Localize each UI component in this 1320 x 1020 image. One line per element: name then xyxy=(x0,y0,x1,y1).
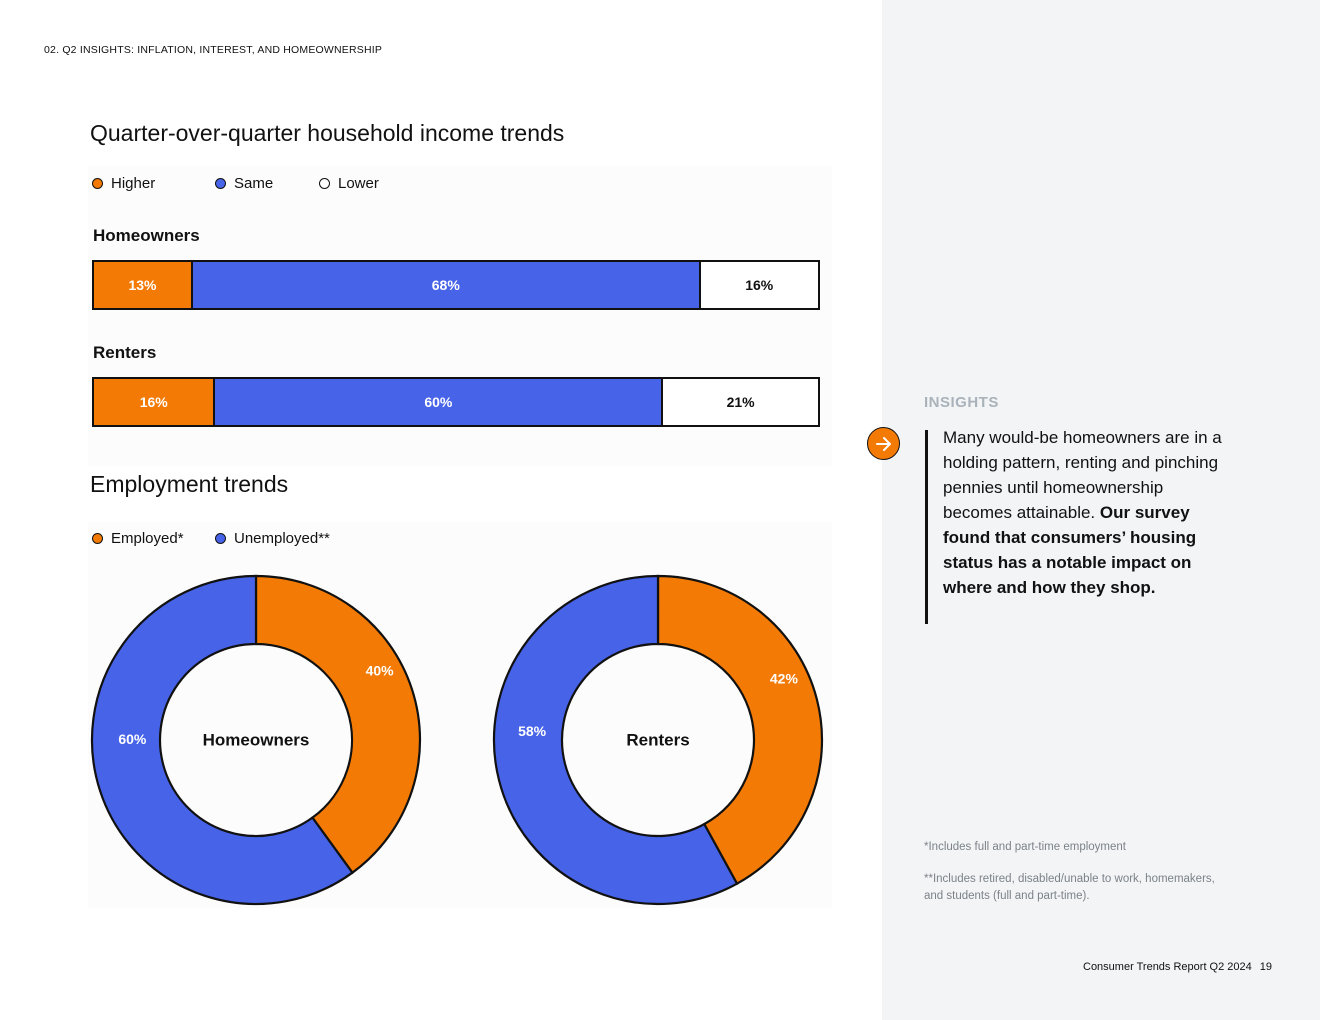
employment-chart-title: Employment trends xyxy=(90,471,289,497)
bar-segment-lower: 16% xyxy=(698,262,818,308)
insights-heading: INSIGHTS xyxy=(924,394,999,411)
legend-item-unemployed: Unemployed** xyxy=(215,530,330,547)
insights-sidebar xyxy=(882,0,1320,1020)
insight-rule xyxy=(925,430,928,624)
orange-dot-icon xyxy=(92,533,103,544)
donut-label-employed: 42% xyxy=(770,670,799,686)
page-footer: Consumer Trends Report Q2 2024 19 xyxy=(1083,961,1272,973)
bar-segment-higher: 16% xyxy=(94,379,214,425)
arrow-right-icon xyxy=(867,427,900,460)
section-header: 02. Q2 INSIGHTS: INFLATION, INTEREST, AN… xyxy=(44,44,383,56)
employment-legend: Employed* Unemployed** xyxy=(92,530,330,547)
insight-emphasis: Our survey found that consumers’ housing… xyxy=(943,503,1197,597)
legend-item-lower: Lower xyxy=(319,175,379,192)
bar-segment-higher: 13% xyxy=(94,262,192,308)
bar-segment-lower: 21% xyxy=(661,379,818,425)
insight-text: Many would-be homeowners are in a holdin… xyxy=(943,425,1223,600)
bar-segment-same: 68% xyxy=(191,262,699,308)
donut-slice-unemployed xyxy=(492,574,739,906)
stacked-bar-renters: 16% 60% 21% xyxy=(92,377,820,427)
donut-label-unemployed: 60% xyxy=(118,731,147,747)
stacked-bar-homeowners: 13% 68% 16% xyxy=(92,260,820,310)
insight-body: Many would-be homeowners are in a holdin… xyxy=(943,428,1222,522)
legend-label: Lower xyxy=(338,175,379,192)
donut-slice-employed xyxy=(656,574,824,886)
donut-charts: 40% 60% Homeowners 42% 58% Renters xyxy=(90,574,824,906)
blue-dot-icon xyxy=(215,178,226,189)
white-dot-icon xyxy=(319,178,330,189)
donut-renters: 42% 58% Renters xyxy=(492,574,824,906)
income-legend: Higher Same Lower xyxy=(92,175,379,192)
donut-slice-unemployed xyxy=(90,574,354,906)
legend-label: Unemployed** xyxy=(234,530,330,547)
legend-item-higher: Higher xyxy=(92,175,215,192)
bar-category-homeowners: Homeowners xyxy=(93,226,200,245)
footnote-unemployed: **Includes retired, disabled/unable to w… xyxy=(924,873,1215,902)
blue-dot-icon xyxy=(215,533,226,544)
bar-category-renters: Renters xyxy=(93,343,157,362)
donut-center-label: Homeowners xyxy=(203,730,310,749)
legend-label: Same xyxy=(234,175,274,192)
page-number: 19 xyxy=(1259,961,1273,973)
donut-label-unemployed: 58% xyxy=(518,723,547,739)
donut-homeowners: 40% 60% Homeowners xyxy=(90,574,422,906)
report-name: Consumer Trends Report Q2 2024 xyxy=(1083,961,1252,973)
donut-label-employed: 40% xyxy=(366,663,395,679)
legend-item-employed: Employed* xyxy=(92,530,215,547)
donut-slice-employed xyxy=(254,574,422,875)
footnote-employed: *Includes full and part-time employment xyxy=(924,841,1126,853)
income-chart-title: Quarter-over-quarter household income tr… xyxy=(90,120,565,146)
legend-label: Higher xyxy=(111,175,156,192)
orange-dot-icon xyxy=(92,178,103,189)
legend-label: Employed* xyxy=(111,530,184,547)
donut-center-label: Renters xyxy=(626,730,689,749)
legend-item-same: Same xyxy=(215,175,319,192)
bar-segment-same: 60% xyxy=(213,379,662,425)
